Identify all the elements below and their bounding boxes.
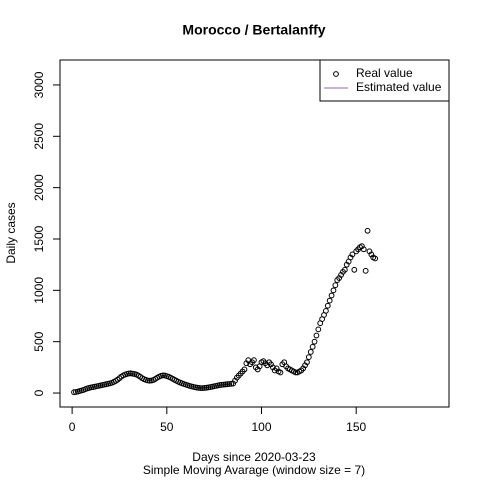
data-point [251, 357, 257, 364]
y-axis-label: Daily cases [4, 202, 18, 263]
data-point [305, 354, 312, 360]
y-tick-label: 2500 [32, 123, 46, 150]
data-point [307, 349, 314, 355]
data-point [309, 343, 316, 350]
data-point [341, 266, 348, 273]
x-tick-label: 50 [160, 420, 174, 434]
chart-title: Morocco / Bertalanffy [182, 22, 325, 38]
x-tick-label: 0 [69, 420, 76, 434]
data-point [324, 302, 331, 309]
data-point [362, 267, 369, 274]
data-point [351, 266, 358, 273]
x-tick-label: 100 [251, 420, 271, 434]
data-point [326, 297, 333, 304]
data-point [332, 282, 339, 289]
data-point [349, 251, 356, 258]
y-tick-label: 1000 [32, 277, 46, 304]
data-point [315, 326, 322, 333]
data-point [372, 255, 379, 262]
data-point [330, 287, 337, 294]
x-tick-label: 150 [346, 420, 366, 434]
data-point [241, 366, 248, 373]
y-tick-label: 2000 [32, 174, 46, 201]
plot-frame [59, 59, 450, 408]
y-tick-label: 0 [32, 389, 46, 396]
data-point [322, 307, 329, 314]
subtitle: Simple Moving Avarage (window size = 7) [143, 463, 365, 477]
y-tick-label: 1500 [32, 225, 46, 252]
legend-label: Estimated value [356, 80, 442, 94]
data-point [304, 359, 310, 366]
data-point [292, 369, 299, 376]
legend-marker [333, 71, 339, 77]
data-point [360, 246, 367, 253]
y-tick-label: 500 [32, 331, 46, 351]
data-point [313, 332, 320, 339]
data-point [311, 338, 318, 345]
x-axis-label: Days since 2020-03-23 [192, 450, 316, 464]
data-point [328, 292, 335, 299]
data-point [277, 369, 284, 376]
legend-box [319, 59, 450, 102]
y-tick-label: 3000 [32, 71, 46, 98]
legend-label: Real value [356, 66, 413, 80]
data-point [364, 227, 371, 234]
data-point [198, 385, 204, 392]
